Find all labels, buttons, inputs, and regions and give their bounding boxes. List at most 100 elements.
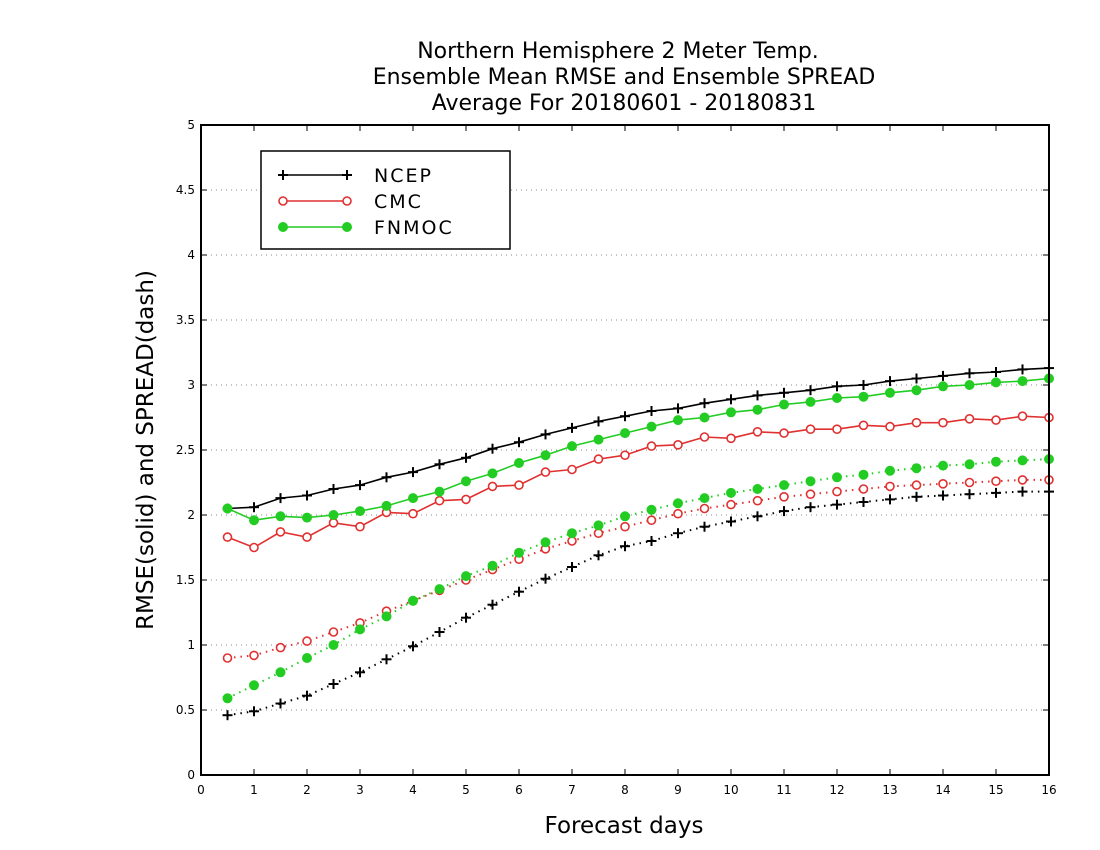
fnmoc-rmse-point [673,415,683,426]
cmc-spread-point [938,478,948,489]
title-line-1: Northern Hemisphere 2 Meter Temp. [417,39,819,64]
ncep-rmse-point [832,381,842,392]
ncep-spread-point [620,541,630,552]
fnmoc-rmse-point [275,511,286,522]
cmc-spread-point [779,491,789,502]
x-tick-label-2: 2 [303,783,311,797]
fnmoc-spread-point [752,484,763,494]
fnmoc-spread-point [567,528,577,539]
cmc-rmse-point [646,441,657,451]
ncep-spread-point [938,490,948,501]
ncep-spread-point [434,627,445,637]
cmc-rmse-point [1017,411,1028,422]
fnmoc-rmse-point [699,412,710,423]
ncep-spread-point [461,612,471,623]
legend-marker-right [342,196,352,206]
fnmoc-rmse-point [328,510,339,520]
fnmoc-rmse-point [964,380,975,390]
fnmoc-spread-point [911,463,922,474]
cmc-spread-point [249,650,259,661]
axes: 00.511.522.533.544.550 1 2 3 4 5 6 7 8 9 10 11 12 13 1… [176,118,1057,797]
ncep-spread-point [302,690,312,701]
legend-marker-left [278,196,288,206]
fnmoc-spread-point [646,504,657,515]
fnmoc-rmse-point [726,407,736,418]
fnmoc-rmse-point [540,450,551,461]
fnmoc-spread-point [222,693,233,704]
fnmoc-spread-point [355,624,365,635]
ncep-rmse-point [885,376,895,387]
title-line-2: Ensemble Mean RMSE and Ensemble SPREAD [373,65,876,90]
ncep-rmse-point [567,422,577,433]
fnmoc-rmse-point [567,441,577,452]
fnmoc-rmse-point [646,421,657,432]
ncep-spread-point [408,641,418,652]
fnmoc-spread-point [805,476,816,487]
cmc-rmse-point [699,432,710,442]
cmc-rmse-point [991,415,1001,425]
x-tick-label-14: 14 [935,783,950,797]
cmc-rmse-point [858,420,869,431]
fnmoc-spread-point [938,460,948,471]
ncep-rmse-point [779,387,789,398]
y-tick-label-5: 2.5 [176,443,195,457]
fnmoc-spread-point [408,595,418,606]
fnmoc-rmse-point [991,377,1001,388]
fnmoc-rmse-point [805,396,816,407]
cmc-spread-point [673,508,683,519]
fnmoc-rmse-point [779,399,789,410]
cmc-spread-point [699,503,710,514]
ncep-rmse-point [964,368,975,379]
cmc-rmse-point [938,417,948,428]
ncep-spread-point [726,516,736,527]
fnmoc-rmse-point [752,404,763,415]
ncep-spread-point [275,698,286,709]
fnmoc-rmse-point [620,428,630,439]
cmc-rmse-point [779,428,789,438]
cmc-rmse-point [885,421,895,432]
ncep-spread-point [1017,486,1028,497]
ncep-rmse-point [381,472,392,483]
x-tick-label-6: 6 [515,783,523,797]
ncep-rmse-point [911,373,922,384]
ncep-spread-point [885,494,895,505]
x-tick-label-10: 10 [723,783,738,797]
fnmoc-spread-point [461,571,471,582]
cmc-rmse-point [964,413,975,424]
x-tick-label-7: 7 [568,783,576,797]
fnmoc-rmse-point [408,493,418,504]
y-tick-label-8: 4 [187,248,195,262]
cmc-rmse-point [620,450,630,461]
fnmoc-spread-point [249,680,259,691]
y-tick-label-7: 3.5 [176,313,195,327]
x-tick-label-0: 0 [197,783,205,797]
x-tick-label-12: 12 [829,783,844,797]
cmc-rmse-point [673,439,683,450]
legend: NCEP CMC FNMOC [260,150,511,250]
cmc-spread-point [1017,475,1028,485]
fnmoc-rmse-point [911,385,922,396]
cmc-rmse-point [275,527,286,537]
ncep-rmse-point [487,443,498,454]
x-tick-label-4: 4 [409,783,417,797]
series-ncep [222,363,1054,721]
fnmoc-spread-point [885,465,895,476]
cmc-rmse-point [434,495,445,506]
x-tick-label-11: 11 [776,783,791,797]
fnmoc-spread-point [620,511,630,522]
cmc-spread-point [911,480,922,490]
ncep-spread-point [911,491,922,502]
ncep-spread-point [752,511,763,522]
cmc-spread-point [885,481,895,492]
legend-box [260,150,511,250]
cmc-rmse-point [726,433,736,444]
fnmoc-spread-point [302,653,312,663]
ncep-spread-point [991,487,1001,498]
cmc-rmse-point [461,494,471,505]
cmc-spread-point [805,489,816,500]
legend-label-fnmoc: FNMOC [374,217,454,239]
y-tick-label-3: 1.5 [176,573,195,587]
ncep-spread-point [699,521,710,532]
ncep-spread-point [355,667,365,678]
